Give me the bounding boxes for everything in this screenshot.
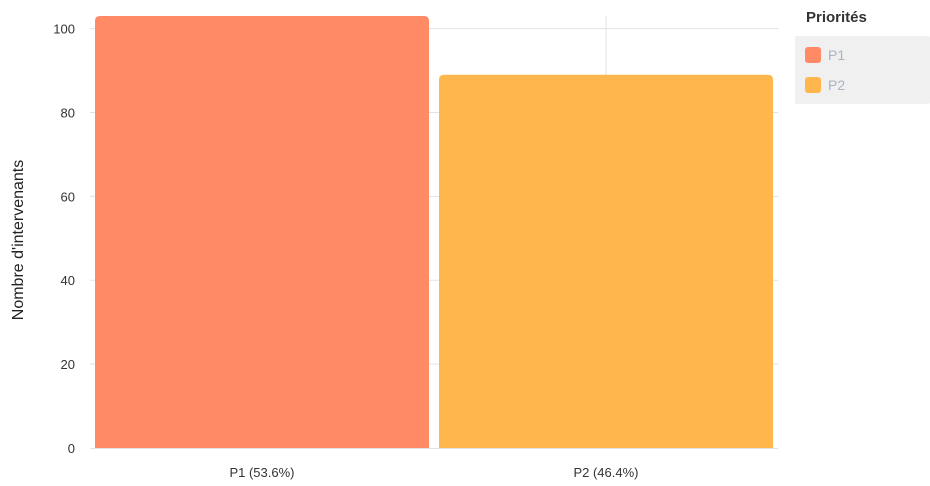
legend-item-p2[interactable]: P2 — [805, 70, 930, 100]
legend-box: P1 P2 — [795, 36, 930, 104]
legend-swatch-p1 — [805, 47, 821, 63]
x-tick-label-1: P1 (53.6%) — [229, 465, 294, 480]
bar-2[interactable] — [439, 74, 773, 448]
y-tick-label-20: 20 — [61, 357, 75, 372]
legend-label-p1: P1 — [828, 47, 846, 63]
bar-1[interactable] — [95, 16, 429, 448]
y-tick-label-100: 100 — [53, 22, 75, 37]
y-tick-label-80: 80 — [61, 105, 75, 120]
y-tick-label-60: 60 — [61, 189, 75, 204]
legend: Priorités P1 P2 — [795, 8, 930, 104]
x-tick-label-2: P2 (46.4%) — [573, 465, 638, 480]
legend-item-p1[interactable]: P1 — [805, 40, 930, 70]
y-axis-label: Nombre d'intervenants — [10, 160, 27, 320]
y-tick-label-0: 0 — [68, 441, 75, 456]
y-tick-label-40: 40 — [61, 273, 75, 288]
legend-label-p2: P2 — [828, 77, 846, 93]
legend-title: Priorités — [806, 9, 867, 26]
legend-swatch-p2 — [805, 77, 821, 93]
